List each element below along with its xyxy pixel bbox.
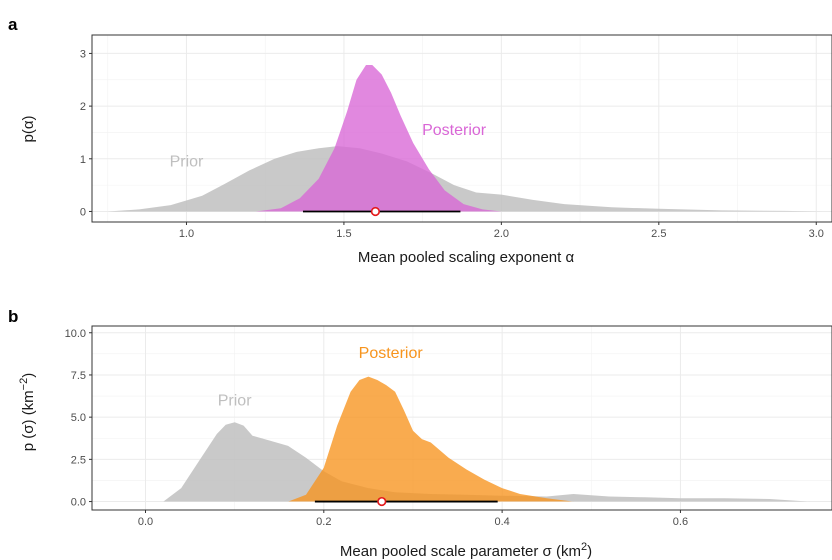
panel-b-frame (91, 325, 832, 511)
x-tick-label: 3.0 (809, 228, 824, 240)
panel-a-estimate (302, 206, 461, 217)
panel-a-label: a (8, 15, 18, 34)
panel-b-series-labels: Prior Posterior (218, 345, 424, 409)
x-tick-label: 0.2 (316, 516, 331, 528)
x-tick-label: 0.4 (494, 516, 509, 528)
panel-b: b 0.0 0.2 0.4 0.6 0.0 2.5 5.0 7.5 10.0 Prior Pos… (8, 307, 832, 560)
panel-b-x-ticks: 0.0 0.2 0.4 0.6 (138, 510, 688, 528)
panel-b-label: b (8, 307, 18, 326)
posterior-density (255, 65, 502, 212)
y-tick-label: 7.5 (71, 370, 86, 382)
panel-a-frame (91, 34, 832, 223)
y-tick-label: 2.5 (71, 454, 86, 466)
x-tick-label: 2.5 (651, 228, 666, 240)
panel-a-x-axis-title: Mean pooled scaling exponent α (358, 249, 575, 266)
prior-label: Prior (218, 392, 252, 409)
panel-b-y-axis-title: p (σ) (km−2) (18, 373, 37, 451)
panel-a-y-ticks: 0 1 2 3 (80, 48, 92, 218)
prior-label: Prior (170, 154, 204, 171)
y-tick-label: 5.0 (71, 412, 86, 424)
y-tick-label: 0.0 (71, 497, 86, 509)
panel-a-series-labels: Prior Posterior (170, 122, 487, 171)
y-tick-label: 3 (80, 48, 86, 60)
y-tick-label: 1 (80, 154, 86, 166)
y-tick-label: 2 (80, 101, 86, 113)
panel-a-densities (107, 65, 823, 212)
y-tick-label: 10.0 (65, 328, 86, 340)
x-tick-label: 0.6 (673, 516, 688, 528)
panel-b-y-ticks: 0.0 2.5 5.0 7.5 10.0 (65, 328, 92, 509)
panel-a-y-axis-title: p(α) (20, 115, 37, 142)
prior-density (107, 146, 823, 212)
panel-b-densities (163, 376, 810, 502)
panel-b-x-axis-title: Mean pooled scale parameter σ (km2) (340, 541, 592, 560)
point-estimate (377, 496, 387, 507)
x-tick-label: 1.5 (336, 228, 351, 240)
posterior-density (288, 376, 574, 502)
panel-b-estimate (314, 496, 498, 507)
posterior-label: Posterior (422, 122, 487, 139)
panel-a-x-ticks: 1.0 1.5 2.0 2.5 3.0 (179, 222, 824, 240)
point-estimate (370, 206, 381, 217)
posterior-label: Posterior (359, 345, 424, 362)
x-tick-label: 1.0 (179, 228, 194, 240)
x-tick-label: 0.0 (138, 516, 153, 528)
x-tick-label: 2.0 (494, 228, 509, 240)
panel-a: a 1.0 1.5 2.0 2.5 3.0 0 1 2 3 Prior Posterior Me… (8, 15, 832, 266)
y-tick-label: 0 (80, 206, 86, 218)
